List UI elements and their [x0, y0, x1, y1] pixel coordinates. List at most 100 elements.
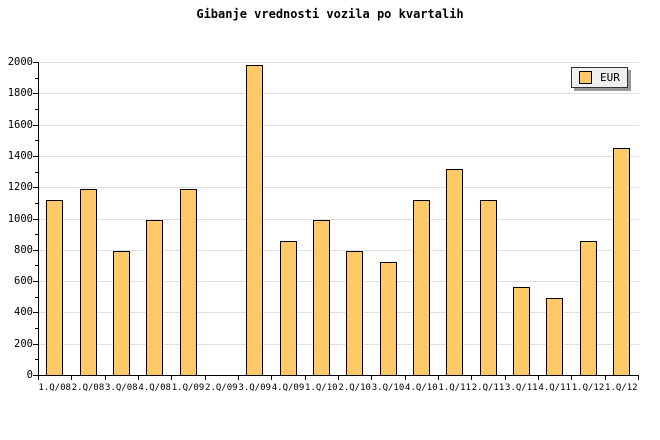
gridline-200: [39, 344, 639, 345]
x-tick-label-6: 3.Q/09: [238, 383, 271, 393]
x-tick-7: [271, 376, 272, 380]
y-tick-label-800: 800: [14, 243, 33, 256]
y-tick-major-0: [33, 375, 38, 376]
x-tick-3: [138, 376, 139, 380]
gridline-1200: [39, 187, 639, 188]
x-tick-label-1: 2.Q/08: [71, 383, 105, 393]
y-tick-label-1800: 1800: [7, 87, 33, 100]
x-tick-14: [505, 376, 506, 380]
x-tick-4: [171, 376, 172, 380]
y-tick-label-600: 600: [14, 275, 33, 288]
x-tick-label-5: 2.Q/09: [205, 383, 238, 393]
x-tick-label-10: 3.Q/10: [371, 383, 405, 393]
bar-2.Q/08: [79, 188, 97, 376]
bar-1.Q/10: [312, 220, 330, 376]
x-tick-label-2: 3.Q/08: [105, 383, 138, 393]
x-tick-label-8: 1.Q/10: [305, 383, 338, 393]
x-tick-label-15: 4.Q/11: [538, 383, 571, 393]
bar-3.Q/08: [112, 251, 130, 376]
x-tick-label-12: 1.Q/11: [438, 383, 471, 393]
legend-swatch-eur: [579, 71, 592, 84]
bar-2.Q/11: [479, 199, 497, 376]
bar-1.Q/12: [612, 148, 630, 376]
bar-1.Q/08: [46, 199, 64, 376]
x-tick-15: [538, 376, 539, 380]
x-tick-label-14: 3.Q/11: [505, 383, 538, 393]
x-tick-11: [405, 376, 406, 380]
y-tick-label-200: 200: [14, 337, 33, 350]
gridline-1400: [39, 156, 639, 157]
y-tick-minor-1500: [35, 140, 38, 141]
y-tick-major-1000: [33, 219, 38, 220]
bar-1.Q/12: [579, 241, 597, 376]
gridline-2000: [39, 62, 639, 63]
x-tick-10: [371, 376, 372, 380]
gridline-600: [39, 281, 639, 282]
y-tick-minor-1700: [35, 109, 38, 110]
bar-4.Q/10: [412, 199, 430, 376]
bar-1.Q/09: [179, 188, 197, 376]
y-tick-minor-1300: [35, 172, 38, 173]
x-tick-17: [605, 376, 606, 380]
x-tick-0: [38, 376, 39, 380]
bar-3.Q/09: [246, 65, 264, 376]
y-tick-label-1600: 1600: [7, 118, 33, 131]
y-tick-minor-900: [35, 234, 38, 235]
x-tick-5: [205, 376, 206, 380]
y-tick-label-1000: 1000: [7, 212, 33, 225]
legend-label: EUR: [600, 71, 620, 84]
y-tick-label-400: 400: [14, 306, 33, 319]
x-tick-label-4: 1.Q/09: [171, 383, 205, 393]
x-tick-label-13: 2.Q/11: [471, 383, 505, 393]
y-tick-minor-700: [35, 265, 38, 266]
bar-4.Q/11: [546, 297, 564, 376]
x-tick-9: [338, 376, 339, 380]
y-tick-minor-300: [35, 328, 38, 329]
x-tick-label-11: 4.Q/10: [405, 383, 438, 393]
x-tick-label-16: 1.Q/12: [571, 383, 605, 393]
x-tick-12: [438, 376, 439, 380]
x-tick-label-3: 4.Q/08: [138, 383, 171, 393]
gridline-1800: [39, 93, 639, 94]
x-tick-18: [638, 376, 639, 380]
y-tick-major-1400: [33, 156, 38, 157]
chart-title: Gibanje vrednosti vozila po kvartalih: [196, 7, 464, 21]
bar-3.Q/11: [512, 287, 530, 376]
bar-1.Q/11: [446, 169, 464, 376]
y-tick-label-0: 0: [26, 369, 33, 381]
y-tick-major-1600: [33, 125, 38, 126]
x-tick-label-17: 1.Q/12: [605, 383, 638, 393]
y-tick-minor-1900: [35, 78, 38, 79]
y-tick-label-1200: 1200: [7, 181, 33, 194]
x-tick-16: [571, 376, 572, 380]
x-tick-13: [471, 376, 472, 380]
gridline-1000: [39, 219, 639, 220]
x-tick-1: [71, 376, 72, 380]
y-tick-major-600: [33, 281, 38, 282]
gridline-1600: [39, 125, 639, 126]
y-tick-minor-100: [35, 359, 38, 360]
gridline-400: [39, 312, 639, 313]
bar-4.Q/09: [279, 241, 297, 376]
y-tick-major-200: [33, 344, 38, 345]
x-axis-line: [38, 375, 639, 376]
x-tick-label-0: 1.Q/08: [38, 383, 71, 393]
y-tick-major-2000: [33, 62, 38, 63]
x-tick-6: [238, 376, 239, 380]
bar-4.Q/08: [146, 220, 164, 376]
x-tick-2: [105, 376, 106, 380]
y-tick-major-1200: [33, 187, 38, 188]
legend-box: EUR: [571, 67, 628, 88]
x-tick-8: [305, 376, 306, 380]
y-tick-label-2000: 2000: [7, 56, 33, 68]
y-tick-major-400: [33, 312, 38, 313]
x-tick-label-9: 2.Q/10: [338, 383, 371, 393]
x-tick-label-7: 4.Q/09: [271, 383, 305, 393]
y-tick-minor-500: [35, 297, 38, 298]
y-tick-major-1800: [33, 93, 38, 94]
bar-2.Q/10: [346, 251, 364, 376]
y-tick-major-800: [33, 250, 38, 251]
bar-3.Q/10: [379, 261, 397, 376]
